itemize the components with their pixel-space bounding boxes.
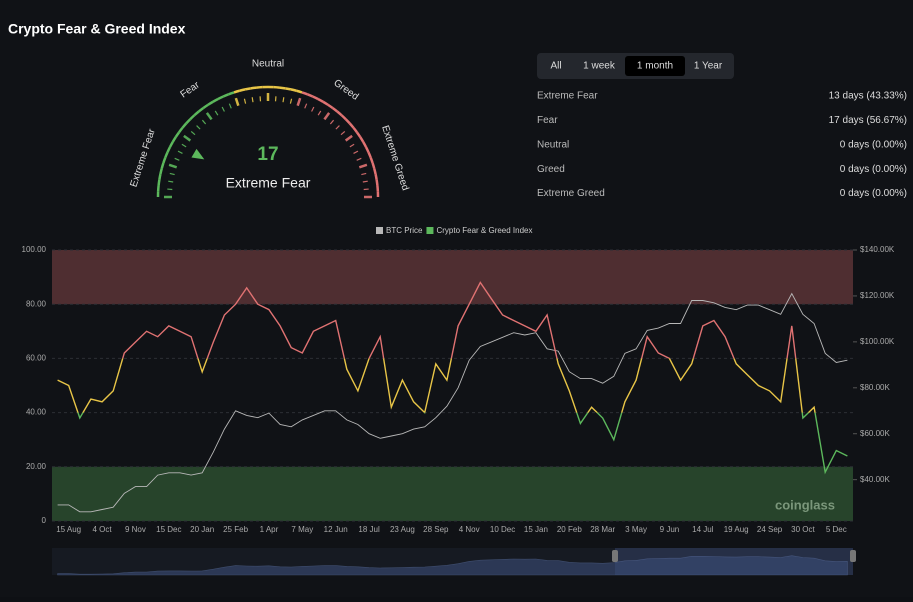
gauge-arc bbox=[240, 89, 246, 90]
tab[interactable]: 1 Year bbox=[694, 61, 723, 72]
gauge-arc bbox=[279, 88, 285, 89]
gauge-value: 17 bbox=[257, 144, 278, 165]
y-tick-label: 80.00 bbox=[26, 299, 47, 308]
y-tick-label: 100.00 bbox=[22, 245, 47, 254]
tab[interactable]: 1 month bbox=[637, 61, 673, 72]
gauge-tick bbox=[168, 181, 173, 182]
gauge-arc bbox=[251, 88, 257, 89]
gauge-tick bbox=[252, 97, 253, 102]
x-tick-label: 20 Feb bbox=[557, 525, 582, 534]
gauge-arc bbox=[376, 174, 377, 180]
gauge-arc bbox=[296, 91, 302, 93]
navigator-handle[interactable] bbox=[612, 550, 618, 562]
y2-tick-label: $120.00K bbox=[860, 291, 895, 300]
legend-label[interactable]: Crypto Fear & Greed Index bbox=[436, 226, 532, 235]
gauge-arc bbox=[159, 174, 160, 180]
y2-tick-label: $40.00K bbox=[860, 475, 890, 484]
zone-band bbox=[52, 250, 853, 304]
y-tick-label: 40.00 bbox=[26, 408, 47, 417]
gauge-tick bbox=[363, 181, 368, 182]
gauge-arc bbox=[160, 169, 161, 175]
tab[interactable]: 1 week bbox=[583, 61, 616, 72]
y2-tick-label: $140.00K bbox=[860, 245, 895, 254]
stat-label: Fear bbox=[537, 115, 558, 126]
x-tick-label: 14 Jul bbox=[692, 525, 714, 534]
legend-swatch bbox=[426, 227, 433, 234]
y-tick-label: 0 bbox=[42, 516, 47, 525]
stat-value: 13 days (43.33%) bbox=[829, 91, 907, 102]
x-tick-label: 25 Feb bbox=[223, 525, 248, 534]
x-tick-label: 28 Mar bbox=[590, 525, 615, 534]
x-tick-label: 5 Dec bbox=[826, 525, 847, 534]
y-tick-label: 60.00 bbox=[26, 354, 47, 363]
y2-tick-label: $80.00K bbox=[860, 383, 890, 392]
x-tick-label: 9 Nov bbox=[125, 525, 146, 534]
x-tick-label: 23 Aug bbox=[390, 525, 415, 534]
gauge-tick bbox=[283, 97, 284, 102]
x-tick-label: 28 Sep bbox=[423, 525, 449, 534]
y2-tick-label: $60.00K bbox=[860, 429, 890, 438]
stat-label: Extreme Greed bbox=[537, 188, 605, 199]
legend-label[interactable]: BTC Price bbox=[386, 226, 423, 235]
gauge-zone-label: Neutral bbox=[252, 59, 284, 70]
x-tick-label: 19 Aug bbox=[724, 525, 749, 534]
gauge-arc bbox=[373, 163, 375, 169]
gauge-arc bbox=[374, 169, 375, 175]
x-tick-label: 15 Dec bbox=[156, 525, 181, 534]
x-tick-label: 1 Apr bbox=[260, 525, 279, 534]
legend-swatch bbox=[376, 227, 383, 234]
gauge-label: Extreme Fear bbox=[226, 175, 311, 191]
stat-label: Greed bbox=[537, 164, 565, 175]
stat-value: 17 days (56.67%) bbox=[829, 115, 907, 126]
gauge-arc bbox=[162, 163, 164, 169]
x-tick-label: 15 Jan bbox=[524, 525, 548, 534]
stat-value: 0 days (0.00%) bbox=[840, 188, 907, 199]
stat-value: 0 days (0.00%) bbox=[840, 164, 907, 175]
zone-band bbox=[52, 467, 853, 521]
x-tick-label: 24 Sep bbox=[757, 525, 783, 534]
x-tick-label: 20 Jan bbox=[190, 525, 214, 534]
y2-tick-label: $100.00K bbox=[860, 337, 895, 346]
x-tick-label: 15 Aug bbox=[56, 525, 81, 534]
stat-value: 0 days (0.00%) bbox=[840, 139, 907, 150]
x-tick-label: 9 Jun bbox=[660, 525, 680, 534]
x-tick-label: 4 Nov bbox=[459, 525, 480, 534]
title: Crypto Fear & Greed Index bbox=[8, 21, 186, 37]
stat-label: Extreme Fear bbox=[537, 91, 598, 102]
gauge-arc bbox=[291, 89, 297, 90]
x-tick-label: 7 May bbox=[291, 525, 313, 534]
gauge-arc bbox=[245, 88, 251, 89]
x-tick-label: 4 Oct bbox=[93, 525, 113, 534]
gauge-arc bbox=[159, 180, 160, 186]
x-tick-label: 3 May bbox=[625, 525, 647, 534]
gauge-arc bbox=[234, 91, 240, 93]
x-tick-label: 30 Oct bbox=[791, 525, 815, 534]
stat-label: Neutral bbox=[537, 139, 569, 150]
x-tick-label: 18 Jul bbox=[358, 525, 380, 534]
y-tick-label: 20.00 bbox=[26, 462, 47, 471]
tab[interactable]: All bbox=[550, 61, 561, 72]
x-tick-label: 10 Dec bbox=[490, 525, 515, 534]
navigator-handle[interactable] bbox=[850, 550, 856, 562]
x-tick-label: 12 Jun bbox=[324, 525, 348, 534]
gauge-arc bbox=[377, 180, 378, 186]
gauge-arc bbox=[285, 88, 291, 89]
